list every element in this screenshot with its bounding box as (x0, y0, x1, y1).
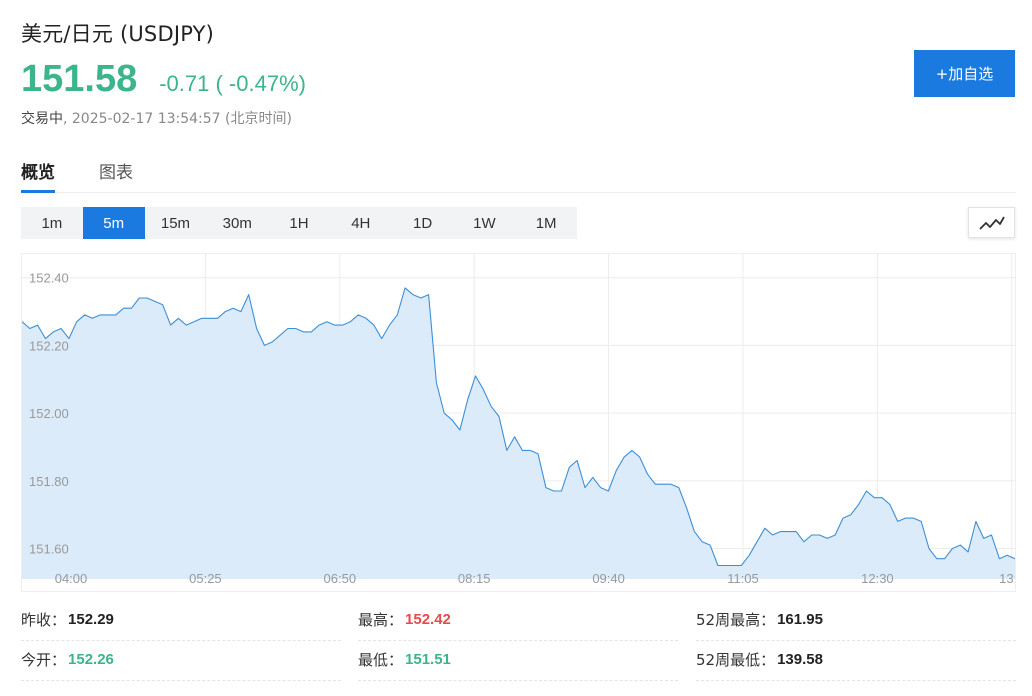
x-tick-label: 09:40 (592, 571, 625, 586)
stat-label: 52周最低： (696, 651, 776, 669)
x-tick-label: 13:5 (999, 571, 1015, 586)
period-15m[interactable]: 15m (160, 214, 191, 232)
stat-52w-high: 52周最高： 161.95 (696, 599, 1016, 641)
x-tick-label: 08:15 (458, 571, 491, 586)
price-row: 151.58 -0.71 ( -0.47%) (21, 58, 306, 101)
chart-type-button[interactable] (968, 207, 1015, 238)
trading-status: 交易中, 2025-02-17 13:54:57 (北京时间) (21, 108, 292, 128)
stat-label: 今开： (21, 651, 67, 669)
tab-bar: 概览 图表 (21, 155, 1016, 193)
period-1d[interactable]: 1D (412, 214, 433, 232)
y-tick-label: 152.40 (29, 271, 69, 286)
x-tick-label: 04:00 (55, 571, 88, 586)
period-1mo[interactable]: 1M (535, 214, 557, 232)
series-line (21, 287, 1016, 567)
stat-low: 最低： 151.51 (358, 639, 678, 681)
period-30m[interactable]: 30m (222, 214, 252, 232)
price-change: -0.71 ( -0.47%) (159, 71, 306, 96)
trading-state: 交易中 (21, 111, 63, 127)
period-1h[interactable]: 1H (289, 214, 309, 232)
period-1m[interactable]: 1m (41, 214, 63, 232)
period-5m[interactable]: 5m (82, 207, 145, 239)
stat-value: 152.26 (68, 651, 114, 668)
stat-open: 今开： 152.26 (21, 639, 341, 681)
stat-52w-low: 52周最低： 139.58 (696, 639, 1016, 681)
period-1w[interactable]: 1W (473, 214, 496, 232)
stat-value: 151.51 (405, 651, 451, 668)
x-tick-label: 06:50 (324, 571, 357, 586)
y-tick-label: 151.60 (29, 542, 69, 557)
stat-value: 161.95 (777, 611, 823, 628)
period-4h[interactable]: 4H (351, 214, 371, 232)
stat-label: 最高： (358, 611, 404, 629)
stat-value: 139.58 (777, 651, 823, 668)
stat-label: 最低： (358, 651, 404, 669)
price-chart-svg: 152.40 152.20 152.00 151.80 151.60 04:00 05:25… (21, 254, 1024, 586)
y-tick-label: 151.80 (29, 474, 69, 489)
x-tick-label: 05:25 (189, 571, 222, 586)
line-chart-icon (978, 216, 1005, 230)
add-watchlist-button[interactable]: +加自选 (914, 50, 1015, 97)
y-tick-label: 152.00 (29, 406, 69, 421)
price-chart[interactable]: 152.40 152.20 152.00 151.80 151.60 04:00 05:25… (21, 253, 1024, 592)
tab-chart[interactable]: 图表 (99, 163, 133, 183)
current-price: 151.58 (21, 58, 138, 100)
x-tick-label: 11:05 (727, 571, 759, 586)
stat-label: 昨收： (21, 611, 67, 629)
stat-label: 52周最高： (696, 611, 776, 629)
tab-overview[interactable]: 概览 (21, 155, 55, 193)
stat-prev-close: 昨收： 152.29 (21, 599, 341, 641)
stat-value: 152.29 (68, 611, 114, 628)
period-selector: 1m 5m 15m 30m 1H 4H 1D 1W 1M (21, 207, 577, 239)
page-title: 美元/日元 (USDJPY) (21, 22, 215, 46)
x-tick-label: 12:30 (861, 571, 894, 586)
quote-timestamp: , 2025-02-17 13:54:57 (北京时间) (63, 111, 292, 127)
stat-high: 最高： 152.42 (358, 599, 678, 641)
stat-value: 152.42 (405, 611, 451, 628)
series-area (22, 287, 1015, 579)
y-tick-label: 152.20 (29, 338, 69, 353)
